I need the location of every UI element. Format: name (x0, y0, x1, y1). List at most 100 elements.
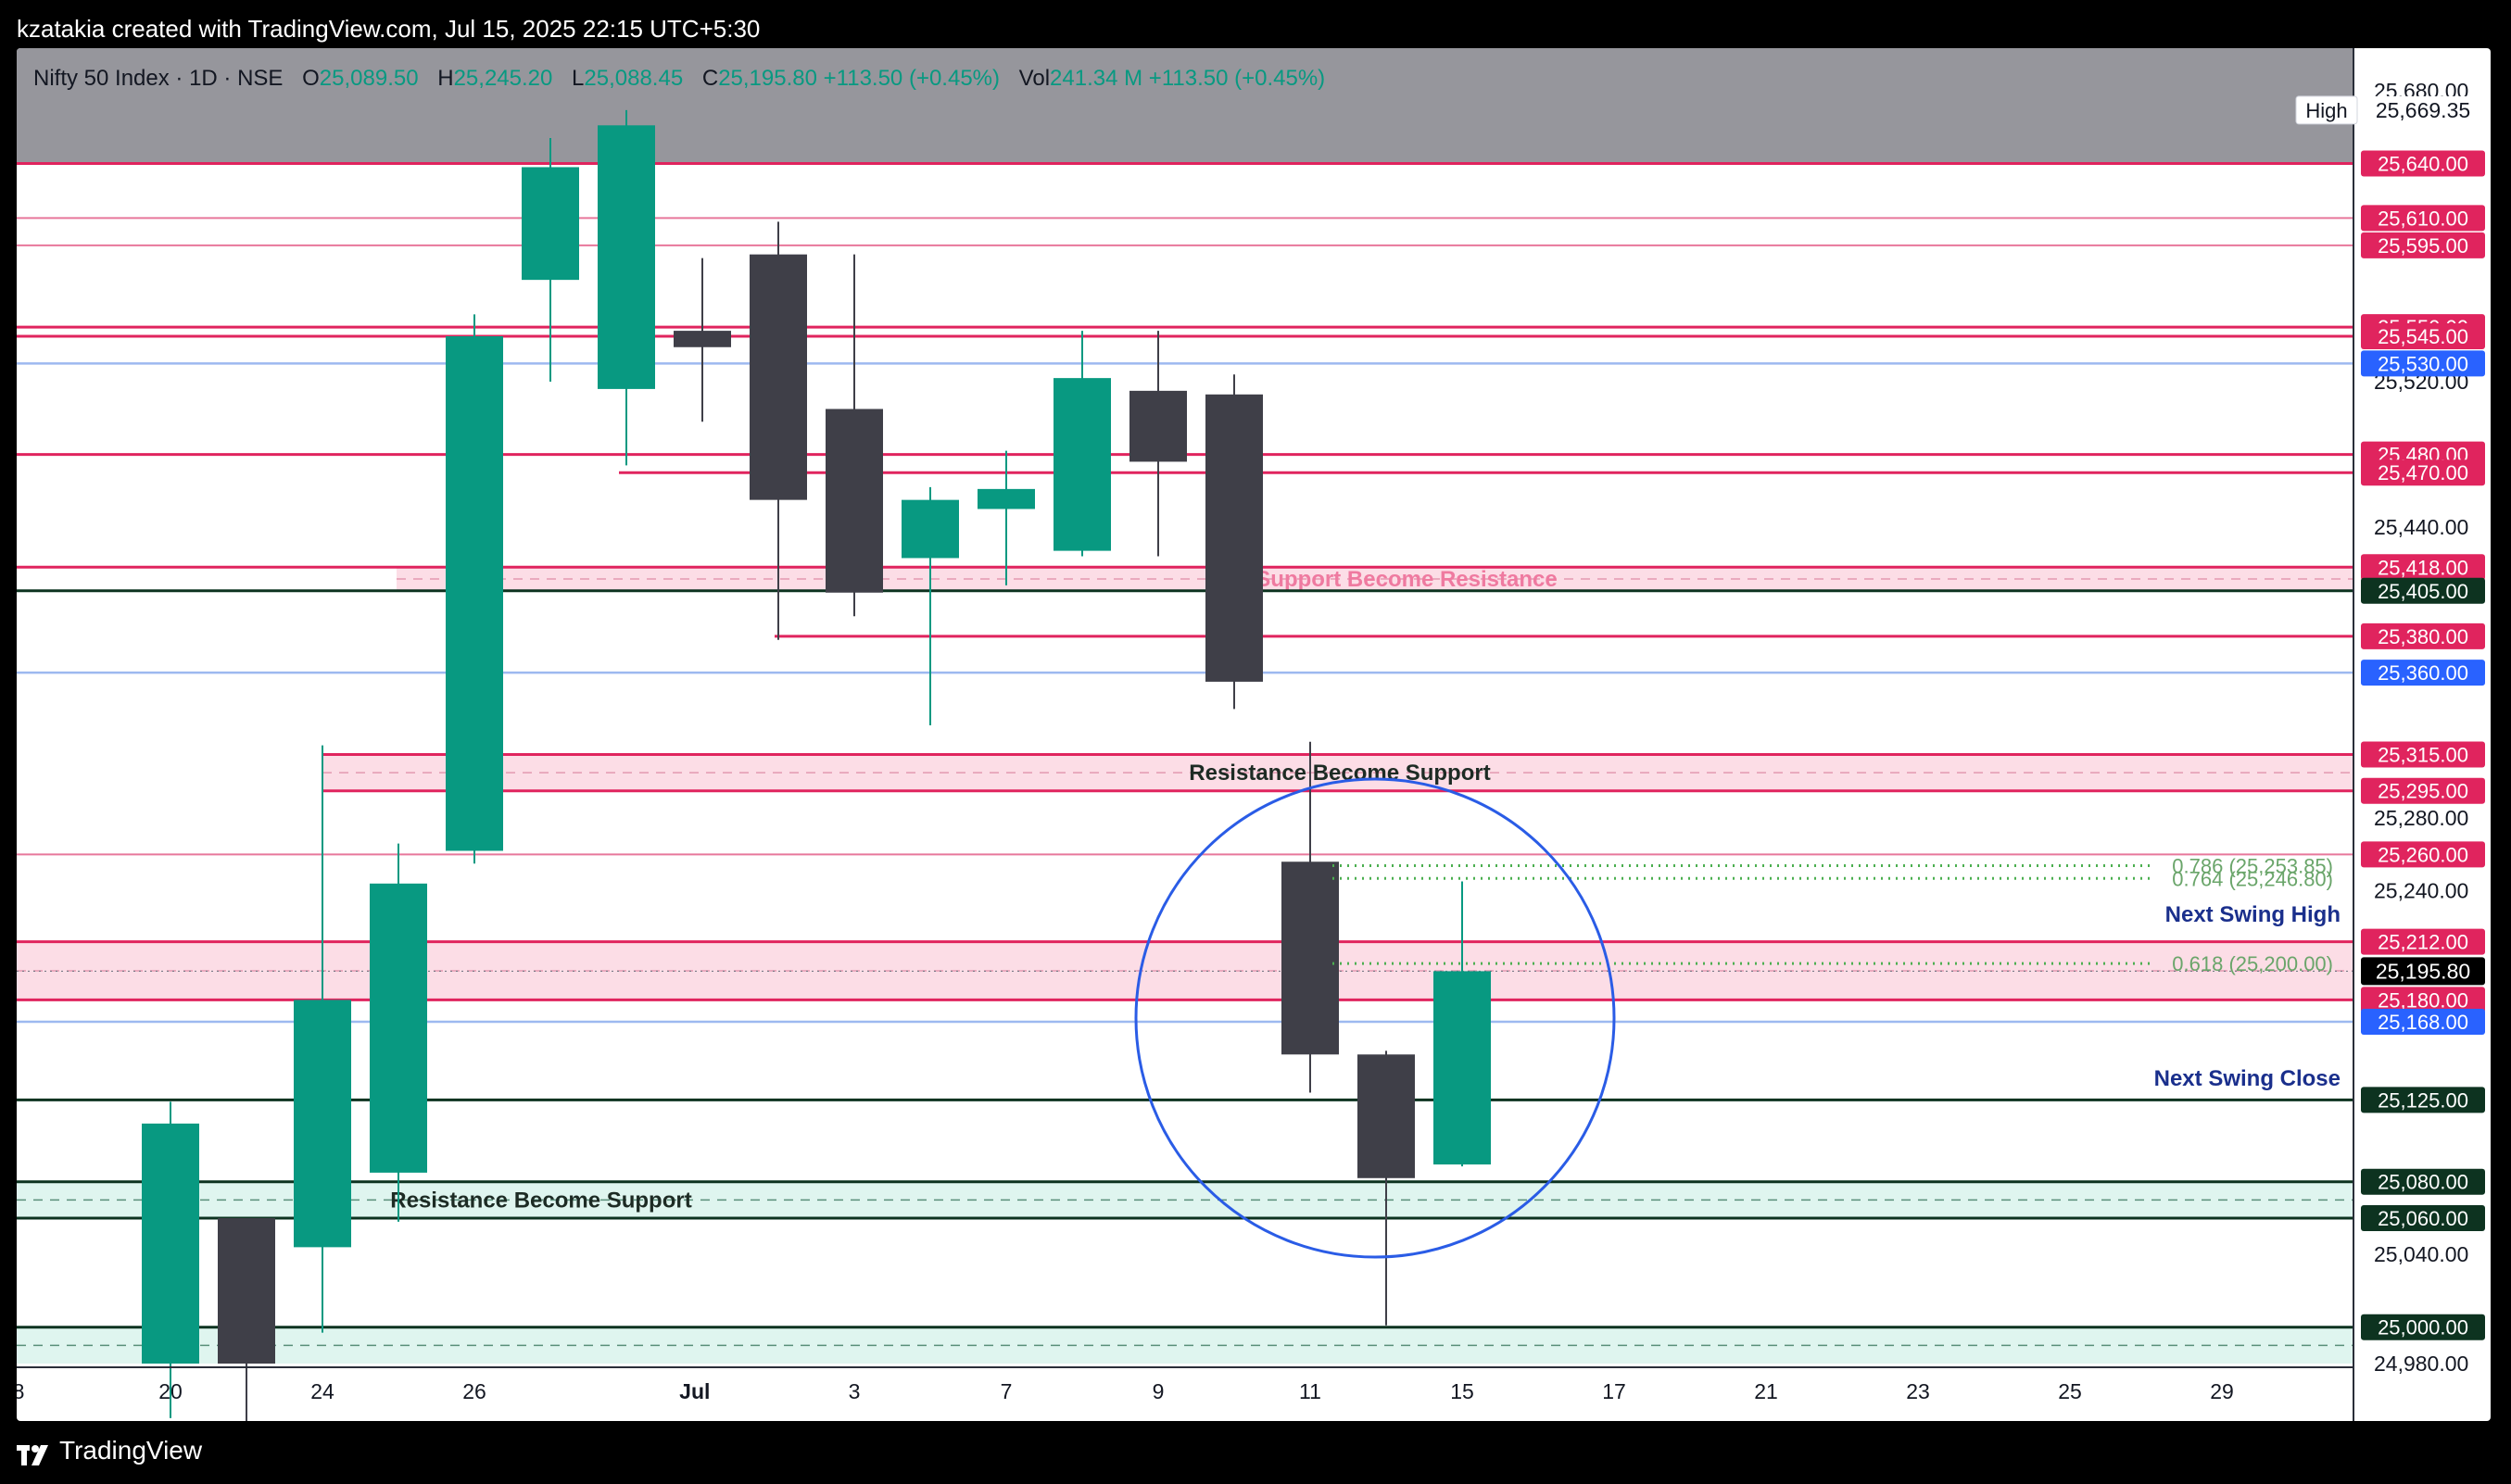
candle-body (522, 167, 579, 281)
candle (1433, 881, 1491, 1167)
price-level-tag: 25,470.00 (2361, 459, 2485, 486)
price-level-tag-text: 25,295.00 (2378, 780, 2468, 803)
high-marker-label: High (2305, 99, 2347, 122)
candle (446, 314, 503, 864)
x-tick-label: 26 (462, 1379, 486, 1403)
price-level-tag: 25,315.00 (2361, 741, 2485, 768)
price-level-tag-bg (2361, 459, 2485, 486)
price-level-tag-text: 25,125.00 (2378, 1088, 2468, 1112)
x-tick-label: 17 (1602, 1379, 1626, 1403)
tradingview-brand: TradingView (59, 1436, 203, 1465)
candle (902, 486, 959, 726)
overlays-layer: 0.786 (25,253.85)0.764 (25,246.80) 0.618 … (1134, 777, 2341, 1259)
price-level-tag-text: 25,260.00 (2378, 843, 2468, 866)
price-level-tag-text: 25,595.00 (2378, 234, 2468, 258)
high-label: H (437, 66, 454, 91)
high-value-tag (2361, 95, 2485, 124)
price-level-tag: 25,125.00 (2361, 1087, 2485, 1113)
price-level-tag-text: 25,610.00 (2378, 207, 2468, 230)
price-level-tag-text: 25,000.00 (2378, 1316, 2468, 1339)
open-value: 25,089.50 (319, 66, 419, 91)
price-level-tag-bg (2361, 1008, 2485, 1035)
candle (142, 1101, 199, 1418)
symbol-name: Nifty 50 Index · 1D · NSE (33, 66, 284, 91)
last-price-tag: 25,195.80 (2361, 957, 2485, 986)
candle-body (978, 488, 1035, 509)
price-level-tag-text: 25,315.00 (2378, 743, 2468, 766)
y-tick-label: 25,240.00 (2374, 879, 2468, 903)
volume-value: 241.34 M (1050, 66, 1143, 91)
candle-body (674, 331, 731, 347)
price-level-tag: 25,212.00 (2361, 928, 2485, 955)
axes-layer: 25,680.0025,520.0025,440.0025,280.0025,2… (17, 48, 2485, 1421)
price-level-tag: 25,530.00 (2361, 350, 2485, 377)
x-tick-label: 25 (2058, 1379, 2082, 1403)
y-tick-label: 25,280.00 (2374, 806, 2468, 830)
x-tick-label: 20 (158, 1379, 183, 1403)
price-level-tag-bg (2361, 150, 2485, 177)
candle-body (598, 125, 655, 389)
candle (1054, 331, 1111, 557)
last-price-tag-text: 25,195.80 (2376, 959, 2470, 983)
candle-body (142, 1123, 199, 1364)
candle (1205, 374, 1263, 710)
price-level-tag-bg (2361, 777, 2485, 804)
price-level-tag: 25,595.00 (2361, 232, 2485, 258)
price-level-tag-text: 25,168.00 (2378, 1011, 2468, 1034)
chart-panel[interactable]: Support Become Resistance Resistance Beco… (17, 48, 2491, 1421)
price-level-tag-text: 25,418.00 (2378, 556, 2468, 579)
price-level-tag: 25,260.00 (2361, 841, 2485, 868)
candle-body (1205, 394, 1263, 682)
price-level-tag-text: 25,545.00 (2378, 325, 2468, 348)
candle (1281, 741, 1339, 1093)
price-level-tag: 25,168.00 (2361, 1008, 2485, 1035)
candle-body (446, 335, 503, 851)
price-level-tag-bg (2361, 350, 2485, 377)
price-level-tag-bg (2361, 660, 2485, 686)
price-level-tag-bg (2361, 205, 2485, 232)
price-level-tag: 25,640.00 (2361, 150, 2485, 177)
price-level-tag-text: 25,060.00 (2378, 1207, 2468, 1230)
change-value: +113.50 (+0.45%) (823, 66, 1000, 91)
price-level-tag-bg (2361, 987, 2485, 1013)
candlestick-chart[interactable]: Support Become Resistance Resistance Beco… (17, 48, 2491, 1421)
price-level-tag: 25,060.00 (2361, 1204, 2485, 1231)
price-level-tag: 25,360.00 (2361, 660, 2485, 686)
close-value: 25,195.80 (718, 66, 817, 91)
x-tick-label: 3 (849, 1379, 861, 1403)
zone-label: Resistance Become Support (390, 1188, 691, 1213)
x-tick-label: 24 (310, 1379, 334, 1403)
high-value-label: 25,669.35 (2376, 98, 2470, 122)
last-price-tag-bg (2361, 957, 2485, 986)
candle-body (294, 1000, 351, 1248)
tradingview-logo[interactable]: TradingView (17, 1434, 202, 1467)
volume-label: Vol (1018, 66, 1051, 91)
price-level-tag: 25,180.00 (2361, 987, 2485, 1013)
candle-body (1281, 861, 1339, 1055)
price-level-tag-text: 25,080.00 (2378, 1171, 2468, 1194)
price-level-tag: 25,610.00 (2361, 205, 2485, 232)
price-level-tag-bg (2361, 1168, 2485, 1195)
price-level-tag-bg (2361, 841, 2485, 868)
annotation-label: Next Swing Close (2154, 1066, 2341, 1091)
price-level-tag-text: 25,360.00 (2378, 661, 2468, 685)
x-tick-label: 11 (1299, 1379, 1321, 1403)
price-level-tag-bg (2361, 1314, 2485, 1340)
candle-body (1054, 378, 1111, 551)
attribution-text: kzatakia created with TradingView.com, J… (17, 15, 761, 43)
close-label: C (701, 66, 719, 91)
x-tick-label: 15 (1450, 1379, 1474, 1403)
x-tick-label: 21 (1754, 1379, 1778, 1403)
price-level-tag-text: 25,212.00 (2378, 931, 2468, 954)
fib-label: 0.764 (25,246.80) (2172, 867, 2333, 890)
price-level-tag: 25,000.00 (2361, 1314, 2485, 1340)
price-level-tag-bg (2361, 623, 2485, 649)
x-tick-label: 29 (2210, 1379, 2234, 1403)
zone-label: Support Become Resistance (1256, 567, 1557, 592)
price-level-tag-bg (2361, 1087, 2485, 1113)
price-level-tag-text: 25,470.00 (2378, 461, 2468, 484)
high-value: 25,245.20 (453, 66, 553, 91)
price-level-tag: 25,545.00 (2361, 322, 2485, 349)
price-level-tag-bg (2361, 232, 2485, 258)
